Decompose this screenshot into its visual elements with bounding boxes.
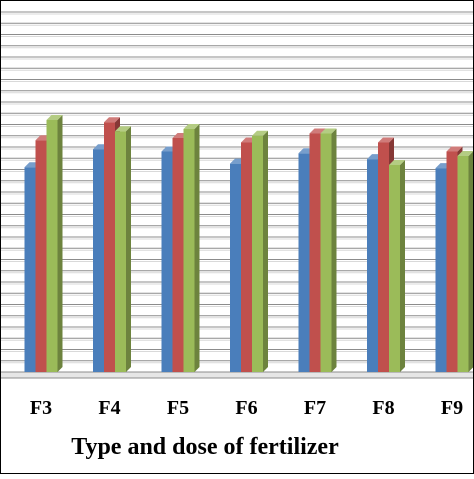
bars bbox=[24, 115, 474, 372]
bar-front bbox=[241, 142, 252, 372]
bar-front bbox=[435, 168, 447, 372]
bar-front bbox=[161, 151, 173, 372]
bar-top bbox=[457, 151, 474, 156]
floor-plane bbox=[0, 371, 474, 379]
bar-top bbox=[115, 126, 131, 132]
bar-side bbox=[126, 126, 131, 372]
x-tick-label: F8 bbox=[372, 397, 394, 419]
chart-floor bbox=[0, 371, 474, 379]
bar bbox=[115, 126, 131, 372]
bar-front bbox=[320, 133, 332, 372]
bar-front bbox=[378, 142, 389, 372]
bar-top bbox=[378, 137, 394, 143]
bar-front bbox=[457, 156, 469, 372]
bar-side bbox=[400, 160, 405, 372]
bar bbox=[46, 115, 63, 372]
bar-front bbox=[93, 149, 104, 372]
bar bbox=[252, 130, 268, 372]
x-axis-label: Type and dose of fertilizer bbox=[71, 434, 339, 460]
bar bbox=[457, 151, 474, 372]
bar-front bbox=[309, 133, 321, 372]
bar-top bbox=[320, 128, 337, 134]
x-tick-label: F7 bbox=[304, 397, 326, 419]
bar-side bbox=[468, 151, 474, 372]
bar bbox=[183, 124, 200, 372]
bar-front bbox=[230, 163, 241, 372]
bar-front bbox=[252, 135, 263, 372]
bar-front bbox=[446, 151, 458, 372]
bar-side bbox=[194, 124, 200, 372]
x-tick-label: F5 bbox=[167, 397, 189, 419]
bar-front bbox=[115, 131, 126, 372]
bar-top bbox=[46, 115, 63, 120]
bar-top bbox=[183, 124, 200, 129]
bar bbox=[320, 128, 337, 372]
bar-front bbox=[172, 138, 184, 372]
x-tick-label: F9 bbox=[441, 397, 463, 419]
bar-front bbox=[298, 153, 310, 372]
x-tick-label: F4 bbox=[98, 397, 120, 419]
bar-top bbox=[309, 128, 326, 134]
x-tick-label: F3 bbox=[30, 397, 52, 419]
bar-front bbox=[104, 122, 115, 372]
bar-front bbox=[389, 165, 400, 372]
bar-front bbox=[24, 167, 36, 372]
bar-side bbox=[331, 128, 337, 372]
bar-top bbox=[389, 160, 405, 165]
bar-top bbox=[252, 130, 268, 136]
bar-front bbox=[367, 159, 378, 372]
bar-front bbox=[183, 129, 195, 372]
bar bbox=[389, 160, 405, 372]
bar-side bbox=[263, 130, 268, 372]
bar-front bbox=[46, 120, 58, 372]
bar-side bbox=[57, 115, 63, 372]
x-tick-labels: F3 F4 F5 F6 F7 F8 F9 bbox=[30, 397, 463, 419]
x-tick-label: F6 bbox=[235, 397, 257, 419]
bar-top bbox=[104, 117, 120, 123]
bar-top bbox=[446, 146, 463, 152]
bar-front bbox=[35, 140, 47, 372]
